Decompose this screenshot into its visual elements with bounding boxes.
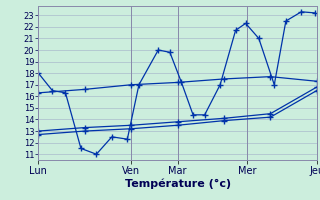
X-axis label: Température (°c): Température (°c) xyxy=(124,178,231,189)
